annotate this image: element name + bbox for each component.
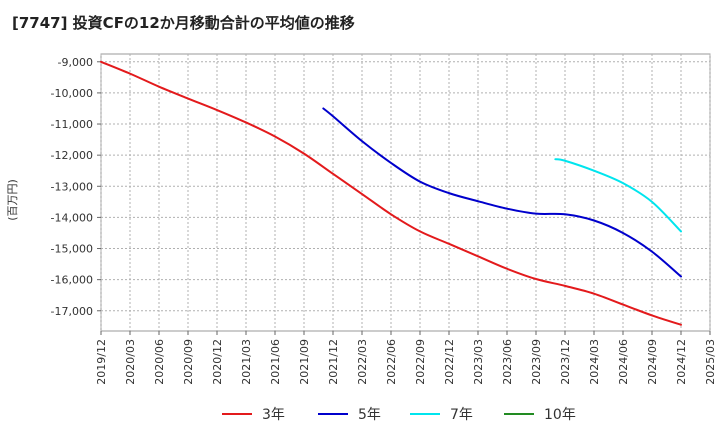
legend-label-2: 5年 bbox=[358, 407, 381, 423]
plot-area-frame bbox=[100, 53, 711, 332]
x-tick-label: 2020/03 bbox=[124, 339, 137, 385]
grid-layer bbox=[100, 53, 711, 332]
x-tick-label: 2024/03 bbox=[588, 339, 601, 385]
y-tick-label: -10,000 bbox=[51, 87, 93, 100]
y-tick-label: -12,000 bbox=[51, 149, 93, 162]
y-tick-label: -9,000 bbox=[58, 56, 93, 69]
x-tick-label: 2023/12 bbox=[559, 339, 572, 385]
x-tick-label: 2020/06 bbox=[153, 339, 166, 385]
x-tick-label: 2019/12 bbox=[95, 339, 108, 385]
x-tick-label: 2025/03 bbox=[704, 339, 717, 385]
legend: 3年 5年 7年 10年 bbox=[222, 407, 576, 423]
x-tick-label: 2024/06 bbox=[617, 339, 630, 385]
x-tick-label: 2021/06 bbox=[269, 339, 282, 385]
legend-label-1: 3年 bbox=[262, 407, 285, 423]
y-tick-label: -17,000 bbox=[51, 305, 93, 318]
series-line-2 bbox=[322, 107, 682, 278]
x-tick-label: 2020/12 bbox=[211, 339, 224, 385]
x-tick-label: 2024/09 bbox=[646, 339, 659, 385]
x-tick-label: 2021/12 bbox=[327, 339, 340, 385]
axis-layer: -9,000 -10,000 -11,000 -12,000 -13,000 -14,00… bbox=[51, 56, 717, 385]
series-line-3 bbox=[554, 158, 682, 233]
x-tick-label: 2021/09 bbox=[298, 339, 311, 385]
chart-title: [7747] 投資CFの12か月移動合計の平均値の推移 bbox=[12, 14, 355, 32]
x-tick-label: 2022/03 bbox=[356, 339, 369, 385]
y-axis-label: (百万円) bbox=[6, 179, 19, 221]
series-layer bbox=[100, 60, 682, 326]
x-tick-label: 2023/06 bbox=[501, 339, 514, 385]
series-line-1 bbox=[100, 60, 682, 326]
x-tick-label: 2023/09 bbox=[530, 339, 543, 385]
y-tick-label: -11,000 bbox=[51, 118, 93, 131]
x-tick-label: 2021/03 bbox=[240, 339, 253, 385]
y-tick-label: -13,000 bbox=[51, 180, 93, 193]
x-tick-label: 2022/12 bbox=[443, 339, 456, 385]
y-tick-label: -16,000 bbox=[51, 274, 93, 287]
y-tick-label: -14,000 bbox=[51, 211, 93, 224]
x-tick-label: 2024/12 bbox=[675, 339, 688, 385]
legend-label-3: 7年 bbox=[450, 407, 473, 423]
y-tick-label: -15,000 bbox=[51, 243, 93, 256]
x-tick-label: 2020/09 bbox=[182, 339, 195, 385]
legend-label-4: 10年 bbox=[544, 407, 576, 423]
x-tick-label: 2023/03 bbox=[472, 339, 485, 385]
x-tick-label: 2022/06 bbox=[385, 339, 398, 385]
x-tick-label: 2022/09 bbox=[414, 339, 427, 385]
